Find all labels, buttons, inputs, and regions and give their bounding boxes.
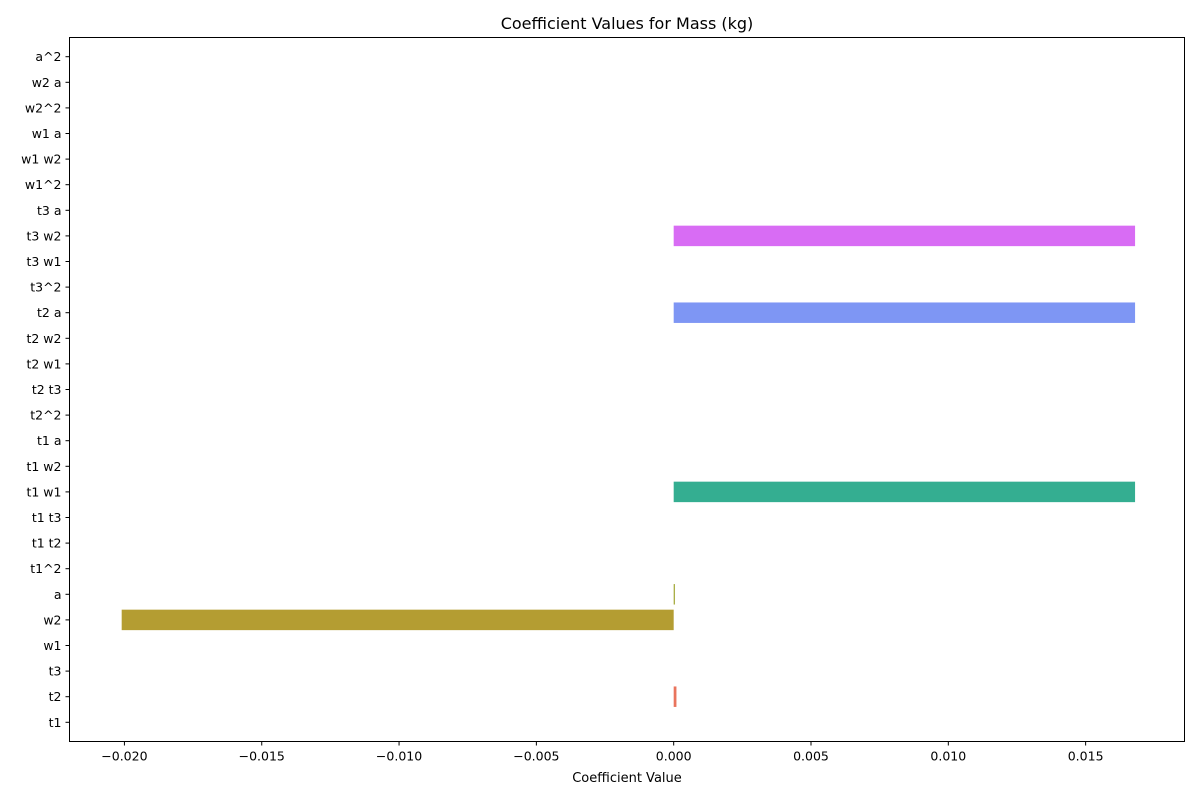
plot-frame: [69, 37, 1185, 742]
y-tick-label: w1 a: [32, 126, 62, 141]
x-tick-label: 0.000: [656, 749, 692, 764]
y-tick-label: w1^2: [25, 177, 62, 192]
x-tick-label: −0.005: [513, 749, 559, 764]
y-tick-label: t3 a: [37, 203, 62, 218]
y-axis: t1 t2 t3 w1 w2 a t1^2 t1 t2 t1 t3 t1 w1 t1 w2 t1 a t…: [21, 49, 70, 730]
y-tick-label: t2 t3: [32, 382, 62, 397]
bars-group: [121, 225, 1136, 707]
bar-t2: [673, 686, 677, 707]
bar-t1-w1: [673, 481, 1136, 503]
bar-w2: [121, 609, 674, 631]
y-tick-label: t2 w2: [26, 331, 61, 346]
bar-t3-w2: [673, 225, 1136, 247]
y-tick-label: a^2: [35, 49, 61, 64]
y-tick-label: t3 w1: [26, 254, 61, 269]
y-tick-label: w2: [43, 612, 61, 627]
x-tick-label: 0.010: [930, 749, 966, 764]
y-tick-label: t1 a: [37, 433, 62, 448]
y-tick-label: w2 a: [32, 75, 62, 90]
y-tick-label: t1 w2: [26, 459, 61, 474]
x-tick-label: −0.015: [239, 749, 285, 764]
y-tick-label: t2^2: [30, 408, 61, 423]
y-tick-label: t2 a: [37, 305, 62, 320]
y-tick-label: w1: [43, 638, 61, 653]
x-tick-label: −0.020: [101, 749, 147, 764]
y-tick-label: t1 t2: [32, 536, 62, 551]
y-tick-label: t3^2: [30, 280, 61, 295]
y-tick-label: t1^2: [30, 561, 61, 576]
y-tick-label: a: [54, 587, 62, 602]
y-tick-label: t2: [49, 689, 62, 704]
x-axis-label: Coefficient Value: [572, 771, 682, 786]
y-tick-label: t1: [49, 715, 62, 730]
x-tick-label: 0.015: [1068, 749, 1104, 764]
bar-a: [673, 584, 675, 605]
x-tick-label: −0.010: [376, 749, 422, 764]
x-axis: −0.020 −0.015 −0.010 −0.005 0.000 0.005 0.010 0…: [101, 741, 1104, 764]
chart-title: Coefficient Values for Mass (kg): [501, 14, 754, 33]
bar-t2-a: [673, 302, 1136, 323]
y-tick-label: t1 t3: [32, 510, 62, 525]
y-tick-label: t2 w1: [26, 356, 61, 371]
y-tick-label: w2^2: [25, 100, 62, 115]
y-tick-label: t1 w1: [26, 484, 61, 499]
y-tick-label: t3 w2: [26, 228, 61, 243]
y-tick-label: t3: [49, 664, 62, 679]
x-tick-label: 0.005: [793, 749, 829, 764]
y-tick-label: w1 w2: [21, 152, 61, 167]
